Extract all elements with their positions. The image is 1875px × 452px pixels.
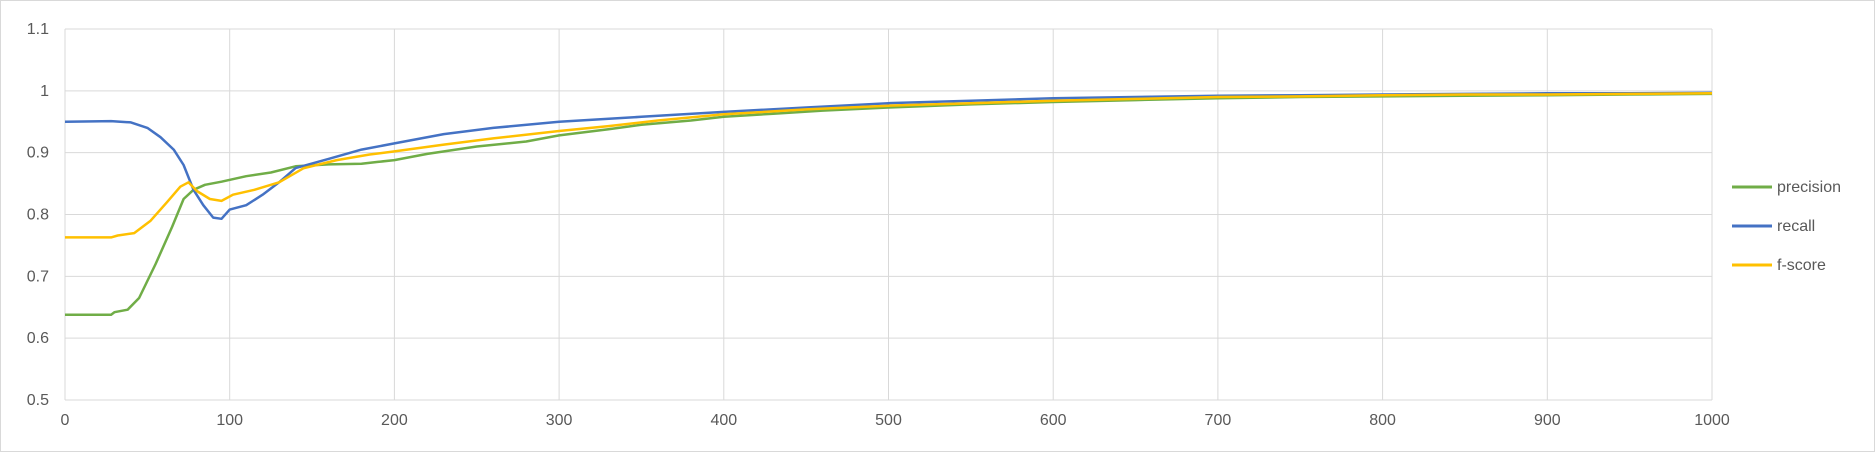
y-tick-label-6: 1.1 [27, 21, 49, 38]
y-tick-label-5: 1 [40, 83, 49, 100]
series-line-precision [65, 92, 1713, 316]
x-tick-label-4: 400 [710, 412, 737, 429]
legend: precision recall f-score [1732, 179, 1841, 274]
x-tick-label-8: 800 [1369, 412, 1396, 429]
x-tick-label-6: 600 [1040, 412, 1067, 429]
series-line-f-score [65, 92, 1713, 239]
x-tick-label-9: 900 [1534, 412, 1561, 429]
y-axis: 0.5 0.6 0.7 0.8 0.9 1 1.1 [27, 21, 49, 409]
y-tick-label-0: 0.5 [27, 392, 49, 409]
y-tick-label-3: 0.8 [27, 207, 49, 224]
x-axis: 0 100 200 300 400 500 600 700 800 900 1000 [61, 412, 1730, 429]
legend-label-recall: recall [1777, 218, 1815, 235]
x-tick-label-5: 500 [875, 412, 902, 429]
y-tick-label-1: 0.6 [27, 330, 49, 347]
legend-label-f-score: f-score [1777, 257, 1826, 274]
x-tick-label-7: 700 [1205, 412, 1232, 429]
x-tick-label-10: 1000 [1694, 412, 1730, 429]
y-tick-label-4: 0.9 [27, 145, 49, 162]
y-tick-label-2: 0.7 [27, 268, 49, 285]
x-tick-label-1: 100 [216, 412, 243, 429]
x-tick-label-2: 200 [381, 412, 408, 429]
x-tick-label-3: 300 [546, 412, 573, 429]
series-layer [64, 91, 1713, 316]
grid [64, 28, 1713, 401]
legend-label-precision: precision [1777, 179, 1841, 196]
x-tick-label-0: 0 [61, 412, 70, 429]
